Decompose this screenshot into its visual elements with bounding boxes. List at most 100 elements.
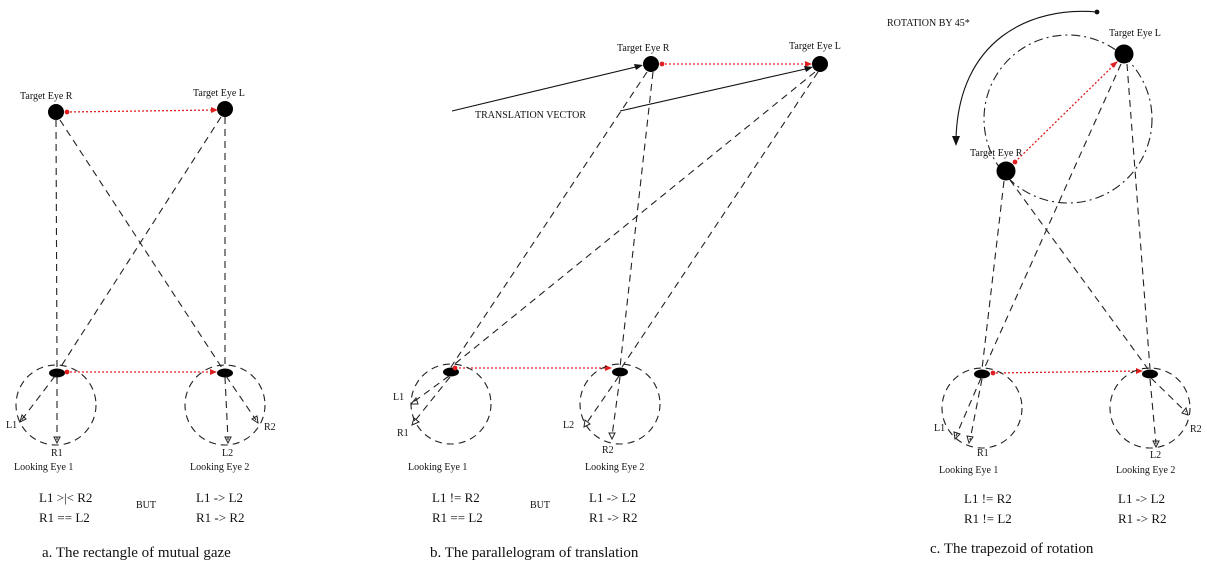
panel-b-looking-link-arrow <box>605 365 612 371</box>
panel-a-arrow-r2 <box>251 415 259 425</box>
panel-b-translation-arrow <box>804 66 813 72</box>
panel-c-eye-circle-1 <box>941 367 1023 449</box>
panel-b-target-eye-l-label: Target Eye L <box>789 41 841 52</box>
panel-c-equation: L1 != R2 <box>964 491 1012 506</box>
panel-a-equation: R1 == L2 <box>39 510 90 525</box>
panel-a-target-r-dot <box>64 109 70 115</box>
panel-c-gaze-line <box>981 180 1005 370</box>
panel-c-rotation-arc-start <box>1094 9 1100 15</box>
panel-b-label-l1: L1 <box>393 392 404 403</box>
panel-a-looking-1-dot <box>64 369 70 375</box>
panel-a-caption: a. The rectangle of mutual gaze <box>42 545 231 561</box>
panel-a-arrow-r1 <box>53 436 61 445</box>
panel-c-looking-eye-2-label: Looking Eye 2 <box>1116 465 1175 476</box>
panel-c-looking-eye-1-label: Looking Eye 1 <box>939 465 998 476</box>
panel-c-target-r-dot <box>1012 159 1018 165</box>
panel-c-ray <box>1149 378 1157 445</box>
panel-a-label-r2: R2 <box>264 422 276 433</box>
panel-c-arrow-r2 <box>1181 406 1189 416</box>
panel-b-label-l2: L2 <box>563 420 574 431</box>
panel-c-ray <box>969 378 983 441</box>
panel-b-target-eye-r <box>643 56 659 72</box>
panel-c-gaze-line <box>1126 63 1151 370</box>
panel-a-target-link <box>65 109 218 113</box>
panel-c-target-eye-l-label: Target Eye L <box>1109 28 1161 39</box>
panel-a-eye-circle-1 <box>15 364 97 446</box>
panel-c: ROTATION BY 45* Target Eye L Target Eye … <box>887 9 1202 557</box>
panel-b-label-r2: R2 <box>602 445 614 456</box>
panel-b-ray <box>413 376 451 423</box>
panel-c-looking-link <box>991 370 1142 374</box>
panel-c-label-r1: R1 <box>977 448 989 459</box>
panel-c-looking-1-dot <box>990 370 996 376</box>
panel-b-translation-arrow <box>634 64 643 70</box>
panel-c-rotation-arc <box>955 10 1098 141</box>
panel-c-rotation-circle <box>983 34 1153 204</box>
panel-a-arrow-l1 <box>19 414 27 423</box>
panel-b-arrow-r2 <box>608 432 616 441</box>
panel-a-target-eye-l <box>217 101 233 117</box>
panel-a-looking-eye-1-label: Looking Eye 1 <box>14 462 73 473</box>
panel-b-ray <box>611 376 621 437</box>
panel-c-ray <box>1150 377 1187 413</box>
panel-a-label-r1: R1 <box>51 448 63 459</box>
panel-b-equation: R1 -> R2 <box>589 510 638 525</box>
panel-c-ray <box>955 377 982 437</box>
panel-c-label-l2: L2 <box>1150 450 1161 461</box>
panel-a-looking-link-arrow <box>210 369 217 375</box>
panel-c-rotation-label: ROTATION BY 45* <box>887 18 970 29</box>
panel-c-eye-circle-2 <box>1109 367 1191 449</box>
panel-b-translation-vector <box>619 67 811 112</box>
panel-c-equation: R1 -> R2 <box>1118 511 1167 526</box>
panel-c-arrow-r1 <box>966 435 974 445</box>
panel-c-caption: c. The trapezoid of rotation <box>930 541 1094 557</box>
panel-a-gaze-line <box>55 119 58 369</box>
panel-b-equation: R1 == L2 <box>432 510 483 525</box>
panel-c-gaze-line <box>983 63 1122 370</box>
panel-a-target-link-arrow <box>211 107 218 113</box>
panel-c-target-eye-r <box>996 161 1016 181</box>
panel-b-target-eye-r-label: Target Eye R <box>617 43 670 54</box>
panel-c-label-r2: R2 <box>1190 424 1202 435</box>
panel-a-gaze-line <box>59 116 222 369</box>
panel-b-target-link-arrow <box>805 61 812 67</box>
panel-a-eye-circle-2 <box>184 364 266 446</box>
panel-c-gaze-line <box>1009 179 1149 370</box>
panel-b-arrow-l1 <box>409 396 419 405</box>
panel-c-looking-link-arrow <box>1136 368 1143 374</box>
panel-a-looking-eye-2 <box>217 368 233 378</box>
panel-b-eye-circle-2 <box>579 363 661 445</box>
panel-c-equation: L1 -> L2 <box>1118 491 1165 506</box>
panel-c-rotation-arrow <box>952 136 960 146</box>
panel-c-target-eye-l <box>1114 44 1134 64</box>
panel-c-looking-eye-2 <box>1142 369 1158 379</box>
panel-b-looking-eye-2-label: Looking Eye 2 <box>585 462 644 473</box>
panel-c-target-eye-r-label: Target Eye R <box>970 148 1023 159</box>
panel-b-equation: L1 -> L2 <box>589 490 636 505</box>
panel-a-target-eye-r-label: Target Eye R <box>20 91 73 102</box>
panel-a-arrow-l2 <box>224 436 232 445</box>
panel-b: Target Eye R Target Eye L TRANSLATION VE… <box>393 41 841 561</box>
panel-a-label-l1: L1 <box>6 420 17 431</box>
panel-b-looking-eye-2 <box>612 367 628 377</box>
panel-c-target-link <box>1014 62 1117 163</box>
panel-a-gaze-line <box>59 119 223 369</box>
panel-b-ray <box>585 375 620 425</box>
panel-a-ray <box>19 375 56 423</box>
panel-b-gaze-line <box>621 71 819 368</box>
panel-a-target-eye-r <box>48 104 64 120</box>
panel-a-label-l2: L2 <box>222 448 233 459</box>
panel-a-ray <box>225 375 257 421</box>
panel-b-looking-eye-1-label: Looking Eye 1 <box>408 462 467 473</box>
panel-a-looking-eye-1 <box>49 368 65 378</box>
panel-a-equation: L1 -> L2 <box>196 490 243 505</box>
panel-b-gaze-line <box>450 71 816 368</box>
panel-b-caption: b. The parallelogram of translation <box>430 545 639 561</box>
panel-a-equation: L1 >|< R2 <box>39 490 92 505</box>
panel-a: Target Eye R Target Eye L L1 R1 L2 <box>6 88 276 561</box>
panel-a-but: BUT <box>136 500 156 511</box>
panel-b-looking-1-dot <box>452 365 458 371</box>
panel-b-translation-label: TRANSLATION VECTOR <box>475 110 586 121</box>
